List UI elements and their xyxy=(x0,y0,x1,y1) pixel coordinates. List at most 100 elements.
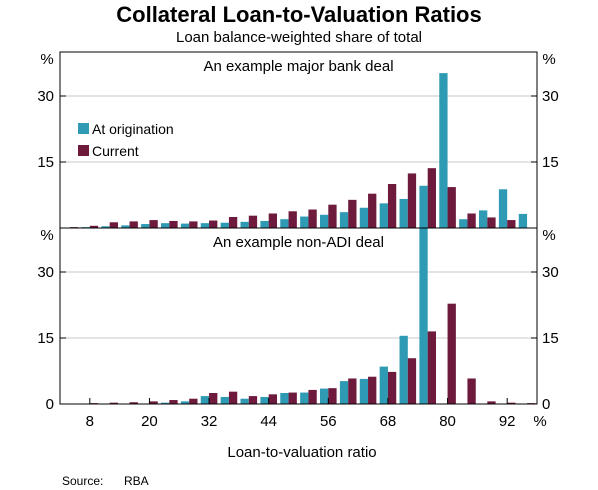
bar-current xyxy=(308,389,317,404)
legend-label-current: Current xyxy=(92,143,139,159)
bar-origination xyxy=(359,207,369,228)
bar-current xyxy=(368,193,377,228)
bar-origination xyxy=(339,381,349,404)
bar-current xyxy=(109,222,118,228)
legend-label-origination: At origination xyxy=(92,121,174,137)
bar-current xyxy=(228,217,238,228)
x-axis-label: Loan-to-valuation ratio xyxy=(227,444,376,461)
bar-current xyxy=(149,220,158,228)
panel-non-adi: An example non-ADI deal 0 0 15 15 30 30%% xyxy=(37,227,558,413)
bar-current xyxy=(507,220,516,228)
bar-origination xyxy=(399,335,408,404)
bar-origination xyxy=(121,225,130,228)
y-tick-label-right: 15 xyxy=(542,154,559,171)
y-tick-label-left: 0 xyxy=(46,396,54,413)
bar-current xyxy=(328,388,337,404)
bar-origination xyxy=(419,228,428,404)
bar-current xyxy=(348,199,357,228)
x-tick-label: 56 xyxy=(320,413,337,430)
panel-title: An example major bank deal xyxy=(203,58,393,75)
bar-current xyxy=(248,215,258,228)
bar-origination xyxy=(141,224,150,228)
bar-current xyxy=(268,213,277,228)
bar-current xyxy=(288,211,297,228)
bar-current xyxy=(407,358,417,404)
y-unit-left: % xyxy=(40,51,53,68)
bar-current xyxy=(209,393,218,404)
y-tick-label-right: 0 xyxy=(542,396,550,413)
bar-current xyxy=(348,378,357,404)
x-tick-label: 32 xyxy=(201,413,218,430)
bar-origination xyxy=(300,392,309,404)
bar-origination xyxy=(240,221,249,228)
y-tick-label-right: 30 xyxy=(542,88,559,105)
y-tick-label-right: 15 xyxy=(542,330,559,347)
panel-frame xyxy=(59,51,538,229)
bar-current xyxy=(149,401,158,404)
bar-current xyxy=(467,213,476,228)
bar-origination xyxy=(220,222,229,228)
legend: At origination Current xyxy=(78,121,174,159)
bar-origination xyxy=(339,212,349,228)
bar-current xyxy=(368,376,377,404)
bar-origination xyxy=(498,189,508,228)
bar-origination xyxy=(320,388,329,404)
chart-subtitle: Loan balance-weighted share of total xyxy=(176,29,422,46)
bar-current xyxy=(447,187,456,228)
bar-current xyxy=(387,184,397,228)
bar-origination xyxy=(200,223,210,228)
bar-current xyxy=(487,217,496,228)
bar-current xyxy=(427,168,436,228)
bar-origination xyxy=(439,73,448,229)
bar-current xyxy=(467,378,476,404)
bar-current xyxy=(189,398,198,404)
bar-current xyxy=(487,401,496,404)
bar-current xyxy=(268,394,277,404)
bar-current xyxy=(189,221,198,228)
bar-origination xyxy=(240,398,249,404)
bar-current xyxy=(387,371,397,404)
bar-current xyxy=(109,402,118,404)
bar-current xyxy=(169,400,178,404)
bar-current xyxy=(407,173,417,228)
panel-frame xyxy=(59,227,538,405)
bar-origination xyxy=(180,223,190,228)
bar-current xyxy=(228,391,238,404)
x-tick-label: 68 xyxy=(380,413,397,430)
bar-current xyxy=(328,204,337,228)
bar-origination xyxy=(280,219,289,228)
bar-origination xyxy=(379,203,388,228)
bar-origination xyxy=(459,219,468,228)
x-tick-label: 92 xyxy=(499,413,516,430)
bar-origination xyxy=(379,366,388,404)
bar-origination xyxy=(161,402,170,404)
bar-current xyxy=(129,221,138,228)
y-tick-label-right: 30 xyxy=(542,264,559,281)
bar-current xyxy=(507,402,516,404)
y-unit-right: % xyxy=(542,227,555,244)
bar-origination xyxy=(260,220,269,228)
x-axis-ticks: 8 20 32 44 56 68 80 92 xyxy=(86,398,516,430)
bar-origination xyxy=(479,210,488,228)
legend-swatch-origination xyxy=(78,123,89,134)
bar-current xyxy=(169,220,178,228)
bar-current xyxy=(427,331,436,404)
bar-origination xyxy=(161,223,170,228)
bar-current xyxy=(447,303,456,404)
bar-origination xyxy=(359,378,369,404)
bar-origination xyxy=(180,401,190,404)
bar-origination xyxy=(300,216,309,228)
bar-origination xyxy=(200,396,210,404)
bar-origination xyxy=(220,396,229,404)
bar-origination xyxy=(101,226,110,228)
y-tick-label-left: 15 xyxy=(37,330,54,347)
y-tick-label-left: 30 xyxy=(37,264,54,281)
panel-major-bank: An example major bank deal 15 15 30 30%% xyxy=(37,51,559,229)
bar-current xyxy=(89,225,99,228)
bar-origination xyxy=(280,393,289,404)
source-value: RBA xyxy=(124,474,149,488)
bar-origination xyxy=(320,214,329,228)
bar-current xyxy=(209,220,218,228)
y-tick-label-left: 15 xyxy=(37,154,54,171)
